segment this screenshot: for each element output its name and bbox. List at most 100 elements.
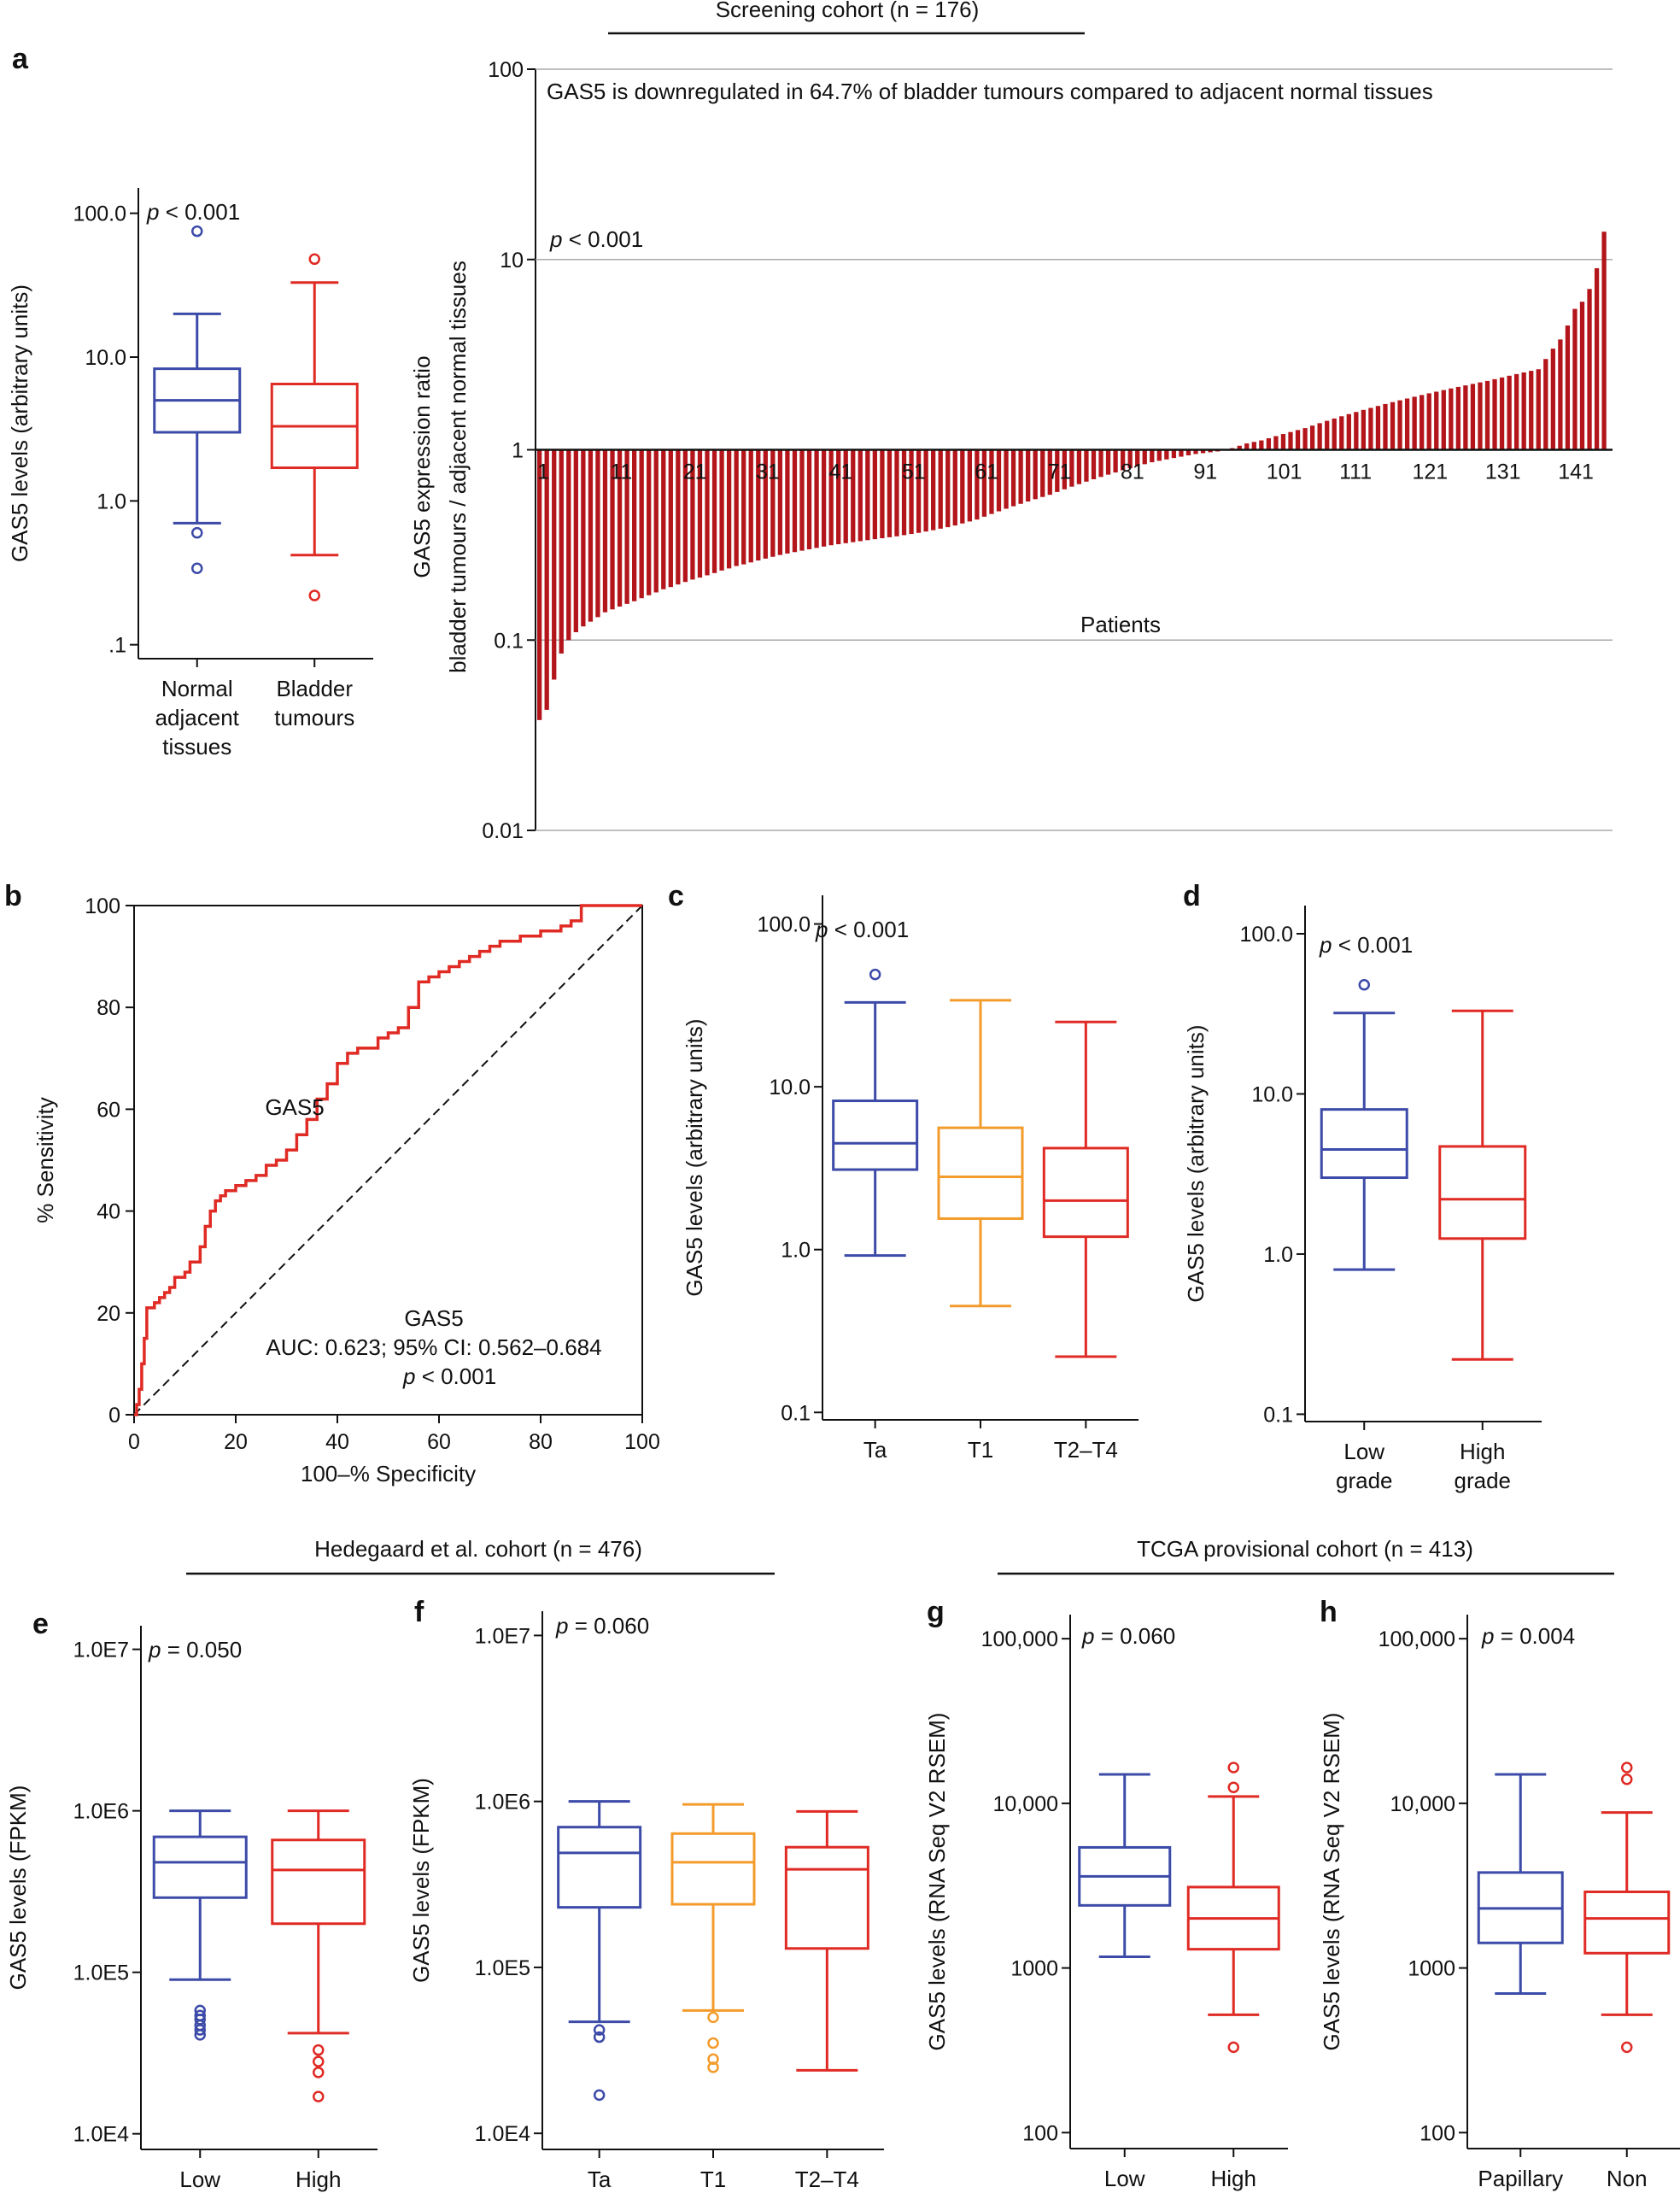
- outlier-point: [313, 2067, 325, 2079]
- x-tick-label: 81: [1121, 460, 1144, 484]
- panel-letter-f: f: [414, 1596, 424, 1628]
- x-category-label: grade: [1336, 1468, 1393, 1493]
- bar: [1033, 449, 1038, 500]
- x-tick-label: 61: [975, 460, 998, 484]
- x-tick-label: 0: [128, 1430, 140, 1454]
- bar: [785, 449, 790, 554]
- y-tick-label: 100.0: [757, 913, 811, 937]
- outlier-point: [194, 2024, 206, 2036]
- outlier-point: [1227, 1762, 1239, 1774]
- outlier-point: [313, 2090, 325, 2102]
- x-category-label: T2–T4: [1054, 1437, 1118, 1463]
- panel-letter-e: e: [32, 1608, 49, 1640]
- bar: [1302, 428, 1308, 450]
- bar: [1536, 369, 1541, 450]
- outlier-point: [1621, 1762, 1633, 1774]
- panel-a: .1 1.0 10.0 100.0 GAS5 levels (arbitrary uni…: [7, 188, 373, 759]
- bar: [814, 449, 819, 548]
- p-value-label: p < 0.001: [815, 917, 909, 942]
- p-value-label: p = 0.004: [1481, 1623, 1575, 1649]
- bar: [624, 449, 629, 604]
- bar: [1040, 449, 1045, 497]
- p-value-label: p < 0.001: [1319, 932, 1413, 958]
- bar: [1484, 380, 1490, 450]
- bar: [1420, 395, 1425, 450]
- bar: [1463, 385, 1468, 450]
- box-iqr: [1438, 1145, 1527, 1240]
- x-tick-label: 111: [1339, 460, 1372, 484]
- p-value-label: p < 0.001: [146, 199, 240, 225]
- bar: [756, 449, 761, 561]
- bar: [865, 449, 870, 541]
- y-tick-label: 1.0E6: [73, 1800, 129, 1824]
- box-group-low-grade: Low grade: [1320, 979, 1408, 1493]
- x-tick-label: 11: [610, 460, 632, 484]
- legend-p-value: p < 0.001: [402, 1363, 496, 1389]
- outlier-point: [1358, 979, 1370, 991]
- p-value-label: p = 0.050: [148, 1637, 242, 1662]
- bar: [1317, 423, 1322, 450]
- y-tick-label: 1.0E4: [73, 2123, 129, 2147]
- legend-line: GAS5: [404, 1305, 463, 1331]
- panel-h: 100 1000 10,000 100,000 GAS5 levels (RNA Seq…: [1319, 1615, 1680, 2191]
- x-category-label: Bladder: [276, 676, 353, 701]
- y-tick-label: 10.0: [1251, 1082, 1293, 1106]
- bar: [1026, 449, 1031, 502]
- bar: [748, 449, 753, 563]
- bar: [1135, 449, 1140, 466]
- bar: [981, 449, 987, 517]
- y-axis-title: % Sensitivity: [32, 1097, 58, 1223]
- bar: [1572, 308, 1578, 450]
- panel-d: 0.1 1.0 10.0 100.0 GAS5 levels (arbitrary un…: [1183, 906, 1542, 1493]
- bar: [719, 449, 724, 571]
- bar: [1288, 431, 1293, 450]
- bar: [1507, 375, 1512, 450]
- y-axis-title: bladder tumours / adjacent normal tissue…: [445, 261, 471, 673]
- y-tick-label: 100: [1420, 2121, 1455, 2145]
- bar: [537, 449, 542, 720]
- bar: [588, 449, 594, 622]
- bar: [1470, 384, 1476, 450]
- bar: [573, 449, 578, 633]
- y-tick-label: 100: [1022, 2121, 1058, 2145]
- outlier-point: [593, 2089, 606, 2102]
- panel-letter-d: d: [1183, 880, 1201, 912]
- x-category-label: High: [1460, 1439, 1505, 1464]
- x-tick-label: 131: [1485, 460, 1521, 484]
- bar: [1514, 373, 1519, 450]
- x-tick-label: 20: [224, 1430, 248, 1454]
- x-category-label: Normal: [161, 676, 233, 701]
- y-tick-label: 10,000: [993, 1792, 1058, 1816]
- bar: [1259, 440, 1264, 450]
- y-tick-label: 100: [488, 58, 524, 82]
- y-tick-label: 10.0: [769, 1076, 811, 1099]
- bar: [1390, 402, 1396, 450]
- x-tick-label: 31: [756, 460, 780, 484]
- bar: [581, 449, 586, 627]
- bar: [1185, 449, 1191, 456]
- bar: [894, 449, 899, 537]
- legend-line: AUC: 0.623; 95% CI: 0.562–0.684: [266, 1334, 601, 1360]
- bar: [1193, 449, 1198, 454]
- bar: [559, 449, 564, 654]
- bar: [1558, 339, 1563, 450]
- x-category-label: High: [296, 2167, 341, 2192]
- y-tick-label: 40: [97, 1200, 120, 1224]
- bar: [668, 449, 673, 588]
- bar: [647, 449, 652, 595]
- bar: [1113, 449, 1118, 473]
- box-group-t2–t4: T2–T4: [1042, 1020, 1129, 1463]
- x-tick-label: 101: [1267, 460, 1302, 484]
- bar: [1105, 449, 1111, 475]
- bar: [960, 449, 965, 524]
- y-tick-label: 1.0: [97, 490, 126, 513]
- y-tick-label: 1.0E5: [475, 1956, 530, 1980]
- y-axis-title: GAS5 levels (arbitrary units): [1183, 1024, 1209, 1302]
- bar: [1091, 449, 1097, 480]
- y-tick-label: 60: [97, 1098, 120, 1122]
- box-iqr: [557, 1826, 642, 1909]
- box-group-t1: T1: [937, 999, 1024, 1463]
- x-category-label: adjacent: [155, 705, 240, 730]
- bar: [880, 449, 885, 539]
- bar: [544, 449, 549, 710]
